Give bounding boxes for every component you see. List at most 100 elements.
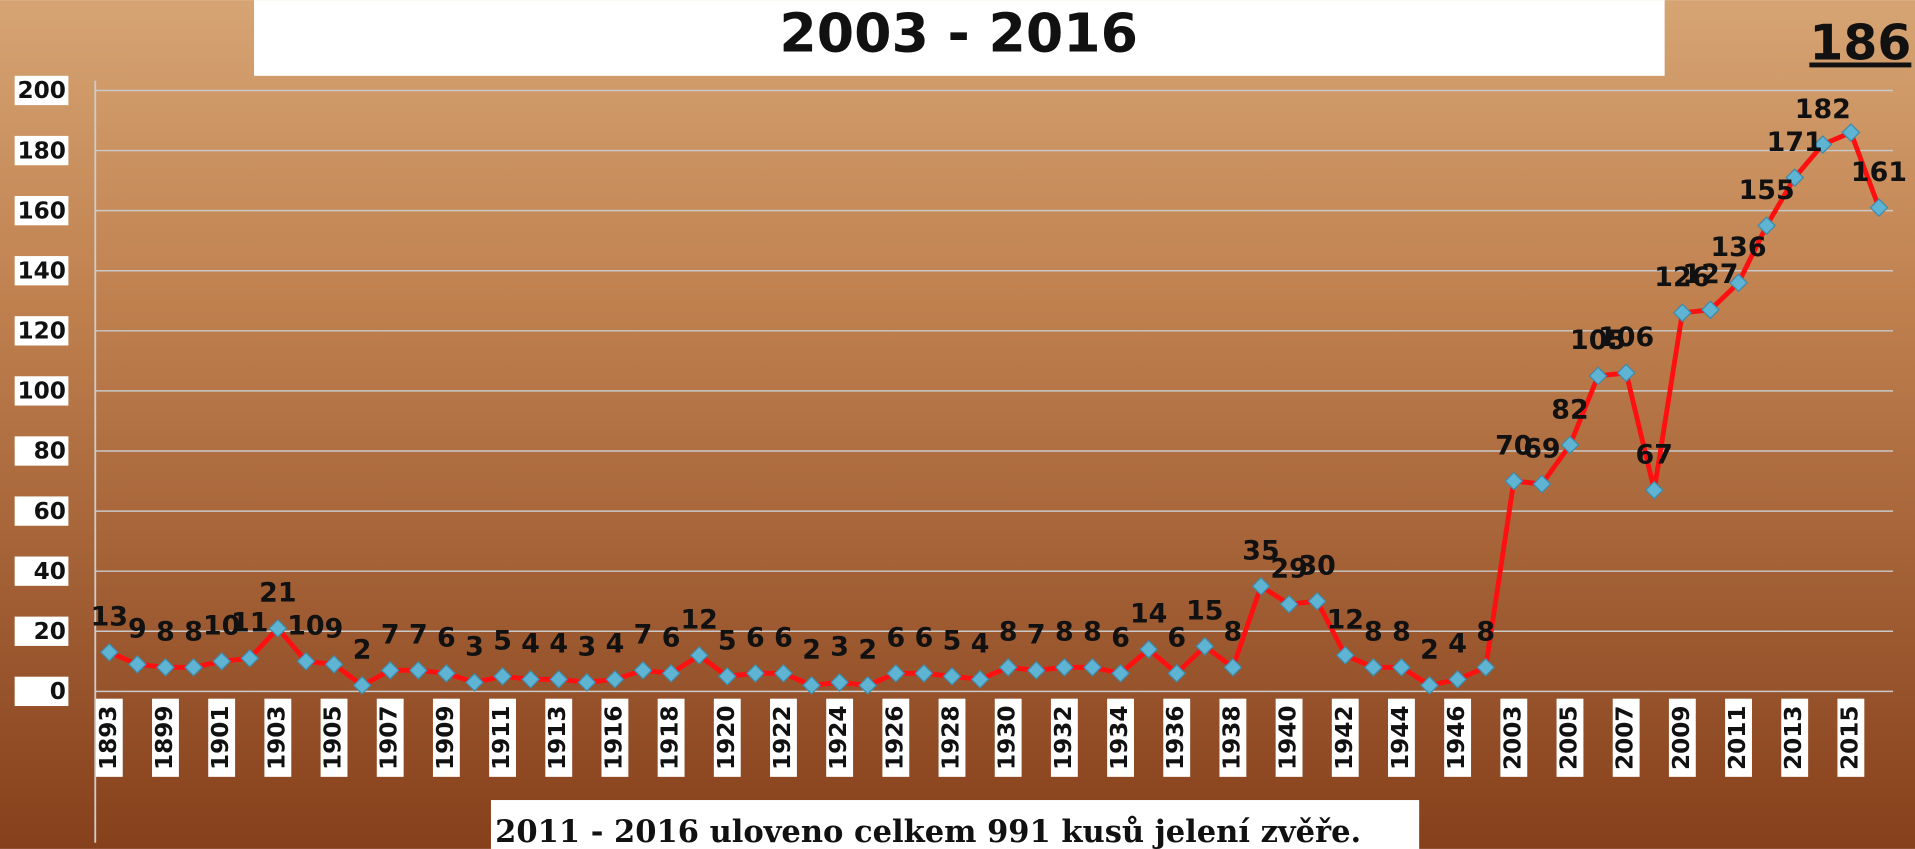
y-tick-box bbox=[14, 75, 69, 106]
marker bbox=[1701, 300, 1720, 320]
marker bbox=[380, 660, 400, 680]
x-tick-box bbox=[1331, 698, 1359, 777]
x-tick-label: 2015 bbox=[1836, 705, 1863, 770]
data-label: 8 bbox=[156, 617, 175, 648]
marker bbox=[1054, 657, 1074, 677]
data-label: 6 bbox=[1167, 623, 1186, 654]
data-label: 8 bbox=[1364, 617, 1383, 648]
x-tick-box bbox=[1388, 698, 1415, 777]
marker bbox=[577, 672, 597, 692]
data-label: 6 bbox=[662, 623, 681, 654]
marker bbox=[970, 669, 990, 689]
data-label: 8 bbox=[1476, 617, 1495, 648]
data-label: 8 bbox=[999, 617, 1018, 648]
x-tick-label: 1922 bbox=[769, 705, 796, 770]
data-label: 5 bbox=[943, 626, 962, 657]
data-label: 6 bbox=[915, 623, 934, 654]
data-label: 35 bbox=[1242, 536, 1279, 567]
x-tick-box bbox=[1781, 698, 1809, 777]
data-label: 10 bbox=[203, 611, 240, 642]
marker bbox=[886, 663, 906, 683]
marker bbox=[1363, 657, 1383, 677]
y-tick-box bbox=[14, 135, 69, 166]
y-tick-label: 60 bbox=[34, 498, 66, 525]
data-label: 182 bbox=[1795, 94, 1851, 125]
x-tick-box bbox=[152, 698, 179, 777]
x-tick-box bbox=[713, 698, 741, 777]
data-label: 6 bbox=[746, 623, 765, 654]
data-label: 3 bbox=[465, 632, 484, 663]
x-tick-label: 1938 bbox=[1218, 705, 1245, 770]
marker bbox=[1279, 594, 1299, 614]
marker bbox=[1139, 639, 1159, 659]
marker bbox=[1813, 135, 1833, 154]
x-tick-box bbox=[545, 698, 573, 777]
x-tick-label: 2007 bbox=[1612, 705, 1639, 770]
marker bbox=[633, 660, 653, 680]
data-label: 171 bbox=[1767, 127, 1823, 158]
x-tick-label: 1903 bbox=[263, 705, 290, 770]
y-tick-label: 120 bbox=[18, 318, 66, 345]
marker bbox=[493, 666, 512, 686]
x-tick-label: 1946 bbox=[1443, 705, 1470, 770]
marker bbox=[549, 669, 569, 689]
x-tick-label: 1944 bbox=[1387, 705, 1414, 770]
data-label: 186 bbox=[1809, 15, 1911, 72]
x-tick-label: 1930 bbox=[994, 705, 1021, 770]
marker bbox=[858, 675, 878, 695]
line bbox=[108, 129, 1882, 689]
data-label: 2 bbox=[858, 635, 877, 666]
marker bbox=[998, 657, 1018, 677]
marker bbox=[1644, 480, 1664, 500]
data-label: 4 bbox=[606, 629, 625, 660]
marker bbox=[661, 663, 681, 683]
x-tick-label: 1932 bbox=[1050, 705, 1077, 770]
marker bbox=[436, 663, 456, 683]
x-tick-box bbox=[1163, 698, 1191, 777]
marker bbox=[1672, 303, 1692, 323]
data-label: 9 bbox=[128, 614, 147, 645]
y-tick-label: 20 bbox=[34, 618, 66, 645]
x-tick-box bbox=[1837, 698, 1865, 777]
y-tick-box bbox=[14, 556, 69, 586]
data-label: 4 bbox=[521, 629, 540, 660]
data-label: 2 bbox=[353, 635, 372, 666]
marker bbox=[268, 618, 288, 638]
data-label: 8 bbox=[1055, 617, 1074, 648]
data-label: 30 bbox=[1298, 551, 1335, 582]
x-tick-box bbox=[432, 698, 460, 777]
x-tick-label: 1909 bbox=[432, 705, 459, 770]
data-label: 2 bbox=[802, 635, 821, 666]
marker bbox=[1223, 657, 1243, 677]
data-label: 67 bbox=[1636, 439, 1673, 470]
marker bbox=[156, 657, 175, 677]
data-label: 13 bbox=[91, 602, 128, 633]
data-label: 69 bbox=[1523, 433, 1560, 464]
marker bbox=[1083, 657, 1102, 677]
x-tick-box bbox=[1050, 698, 1078, 777]
x-tick-box bbox=[1725, 698, 1752, 777]
x-tick-box bbox=[264, 698, 292, 777]
data-label: 29 bbox=[1270, 554, 1307, 585]
marker bbox=[1420, 675, 1439, 695]
data-label: 14 bbox=[1130, 599, 1167, 630]
x-tick-box bbox=[320, 698, 348, 777]
y-tick-label: 180 bbox=[18, 137, 66, 164]
y-tick-box bbox=[14, 496, 69, 526]
marker bbox=[1757, 216, 1777, 236]
marker bbox=[774, 663, 793, 683]
marker bbox=[1476, 657, 1496, 677]
x-tick-label: 1940 bbox=[1275, 705, 1302, 770]
marker bbox=[1335, 645, 1355, 665]
data-label: 127 bbox=[1682, 259, 1738, 290]
data-label: 5 bbox=[493, 626, 512, 657]
x-tick-box bbox=[938, 698, 966, 777]
y-tick-label: 80 bbox=[34, 438, 66, 465]
x-tick-label: 1918 bbox=[657, 705, 684, 770]
data-label: 9 bbox=[325, 614, 344, 645]
y-tick-box bbox=[14, 436, 69, 466]
data-label: 3 bbox=[577, 632, 596, 663]
x-tick-box bbox=[1275, 698, 1303, 777]
